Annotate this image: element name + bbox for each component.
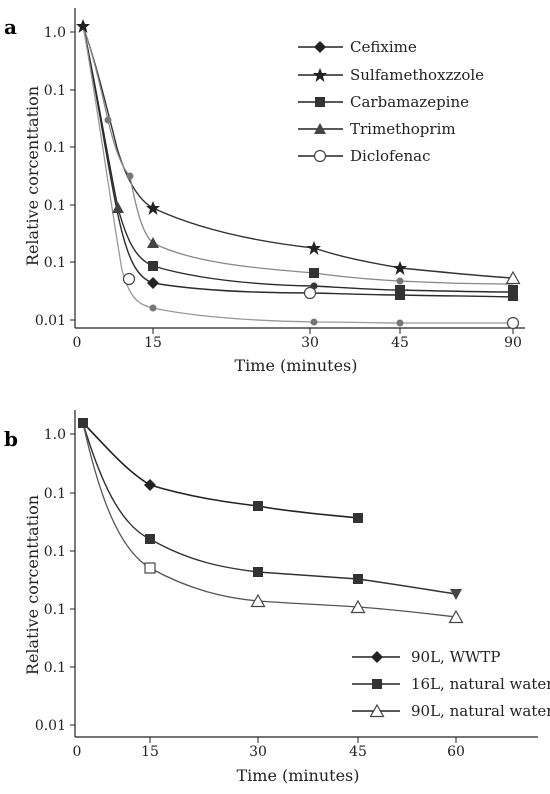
panel-b-xtick-label: 45 — [349, 744, 367, 760]
panel-a-xtick-label: 0 — [73, 335, 82, 351]
panel-a-x-ticks: 0 15 30 45 90 — [73, 328, 522, 351]
panel-a-xtick-label: 45 — [391, 335, 409, 351]
legend-label: Sulfamethoxzzole — [350, 66, 484, 84]
panel-a-letter: a — [4, 15, 17, 39]
panel-a-point — [508, 291, 518, 301]
legend-label: Trimethoprim — [350, 120, 456, 138]
panel-a-point — [112, 202, 124, 213]
legend-entry: Diclofenac — [298, 147, 431, 165]
panel-b-markers — [78, 418, 464, 624]
square-marker-icon — [372, 679, 382, 689]
panel-a-ytick-label: 0.1 — [44, 140, 66, 156]
open-circle-marker-icon — [313, 149, 327, 163]
legend-entry: Cefixime — [298, 38, 417, 56]
panel-a-series-trimethoprim-line — [82, 25, 514, 285]
diamond-marker-icon — [314, 41, 326, 53]
panel-a-point — [104, 116, 112, 124]
panel-a-point — [395, 290, 405, 300]
panel-b-xtick-label: 30 — [249, 744, 267, 760]
panel-b-point — [353, 513, 363, 523]
panel-b-y-axis-label: Relative corcenttation — [23, 495, 42, 675]
panel-b-x-axis-label: Time (minutes) — [236, 766, 359, 785]
panel-b-xtick-label: 0 — [73, 744, 82, 760]
diamond-marker-icon — [371, 651, 383, 663]
legend-entry: 90L, WWTP — [352, 648, 501, 666]
panel-a-y-axis-label: Relative corcenttation — [23, 86, 42, 266]
panel-b: b 1.0 0.1 0.1 0.1 0.1 0.01 0 15 30 — [4, 410, 550, 785]
panel-a-point — [122, 272, 136, 286]
panel-a-ytick-label: 1.0 — [44, 25, 66, 41]
panel-a-xtick-label: 90 — [504, 335, 522, 351]
legend-label: 90L, WWTP — [411, 648, 501, 666]
panel-a-x-axis-label: Time (minutes) — [234, 356, 357, 375]
panel-a-point — [148, 261, 158, 271]
panel-a-series-carbamazepine-line — [82, 25, 514, 293]
legend-entry: Trimethoprim — [298, 120, 456, 138]
panel-a: a 1.0 0.1 0.1 0.1 0.1 0.01 0 — [4, 8, 525, 375]
panel-a-axes — [74, 8, 525, 329]
legend-entry: 16L, natural water — [352, 675, 550, 693]
panel-b-point — [78, 418, 88, 428]
legend-label: Carbamazepine — [350, 93, 469, 111]
legend-label: 90L, natural water — [411, 702, 550, 720]
panel-b-y-ticks: 1.0 0.1 0.1 0.1 0.1 0.01 — [35, 427, 75, 734]
panel-b-ytick-label: 0.1 — [44, 602, 66, 618]
panel-a-xtick-label: 30 — [301, 335, 319, 351]
square-marker-icon — [315, 97, 325, 107]
panel-b-point — [144, 562, 156, 574]
panel-b-ytick-label: 0.1 — [44, 486, 66, 502]
panel-b-series-90l-wwtp-line — [82, 422, 359, 519]
panel-b-legend: 90L, WWTP 16L, natural water 90L, natura… — [352, 648, 550, 720]
panel-a-series-diclofenac-line — [82, 25, 513, 324]
panel-a-ytick-label: 0.01 — [35, 313, 66, 329]
panel-a-point — [396, 277, 404, 285]
panel-a-point — [310, 318, 318, 326]
legend-label: 16L, natural water — [411, 675, 550, 693]
panel-b-point — [353, 574, 363, 584]
panel-b-point — [144, 479, 156, 491]
panel-a-legend: Cefixime Sulfamethoxzzole Carbamazepine … — [298, 38, 484, 165]
panel-a-series-cefixime-line — [82, 25, 514, 298]
panel-b-ytick-label: 1.0 — [44, 427, 66, 443]
panel-b-ytick-label: 0.1 — [44, 660, 66, 676]
panel-a-point — [126, 172, 134, 180]
legend-label: Diclofenac — [350, 147, 431, 165]
panel-b-series-90l-natural-water-line — [82, 422, 457, 618]
panel-b-xtick-label: 15 — [141, 744, 159, 760]
panel-b-ytick-label: 0.1 — [44, 544, 66, 560]
panel-b-point — [253, 501, 263, 511]
panel-b-point — [145, 534, 155, 544]
panel-b-ytick-label: 0.01 — [35, 718, 66, 734]
legend-entry: Carbamazepine — [298, 93, 469, 111]
panel-b-axes — [74, 410, 538, 738]
legend-label: Cefixime — [350, 38, 417, 56]
panel-a-point — [396, 319, 404, 327]
panel-b-point — [253, 567, 263, 577]
panel-a-ytick-label: 0.1 — [44, 255, 66, 271]
panel-b-letter: b — [4, 427, 18, 451]
panel-a-ytick-label: 0.1 — [44, 83, 66, 99]
panel-b-point — [450, 589, 462, 600]
panel-a-xtick-label: 15 — [144, 335, 162, 351]
legend-entry: Sulfamethoxzzole — [298, 66, 484, 84]
panel-a-series-sulfamethoxzzole-line — [82, 25, 514, 279]
panel-b-x-ticks: 0 15 30 45 60 — [73, 737, 465, 760]
panel-a-point — [149, 304, 157, 312]
panel-b-xtick-label: 60 — [447, 744, 465, 760]
panel-a-point — [147, 277, 159, 289]
panel-a-point — [506, 316, 520, 330]
panel-a-ytick-label: 0.1 — [44, 198, 66, 214]
panel-a-y-ticks: 1.0 0.1 0.1 0.1 0.1 0.01 — [35, 25, 75, 329]
panel-a-point — [76, 19, 90, 33]
panel-a-point — [303, 286, 317, 300]
panel-a-point — [146, 201, 160, 215]
panel-a-point — [309, 268, 319, 278]
legend-entry: 90L, natural water — [352, 702, 550, 720]
